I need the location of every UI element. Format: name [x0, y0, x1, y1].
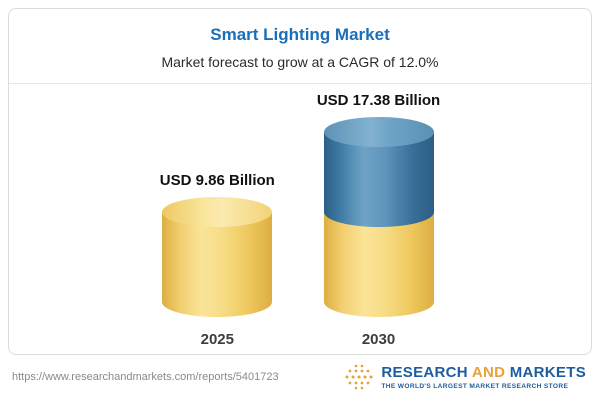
globe-dots-icon: [345, 364, 373, 390]
brand-name: RESEARCH AND MARKETS: [381, 364, 586, 381]
axis-label-2025: 2025: [200, 331, 234, 348]
bar-cylinder-2025: [162, 197, 273, 317]
brand-text: RESEARCH AND MARKETS THE WORLD'S LARGEST…: [381, 364, 586, 390]
bar-value-label-2025: USD 9.86 Billion: [159, 172, 275, 189]
bar-segment-2025-base: [162, 212, 273, 317]
chart-subtitle: Market forecast to grow at a CAGR of 12.…: [161, 54, 439, 70]
brand-name-research: RESEARCH: [381, 364, 468, 381]
brand-name-and: AND: [471, 364, 506, 381]
footer: https://www.researchandmarkets.com/repor…: [8, 355, 592, 399]
cylinder-cap-2025: [162, 197, 273, 227]
bar-segment-2030-base: [323, 212, 434, 317]
cylinder-cap-2030: [323, 117, 434, 147]
report-url[interactable]: https://www.researchandmarkets.com/repor…: [12, 371, 279, 383]
brand-logo: RESEARCH AND MARKETS THE WORLD'S LARGEST…: [344, 362, 586, 392]
bar-value-label-2030: USD 17.38 Billion: [316, 92, 441, 109]
bar-cylinder-2030: [323, 117, 434, 317]
bar-group-2030: USD 17.38 Billion 2030: [317, 92, 440, 348]
bar-segment-2030-growth: [323, 132, 434, 227]
brand-tagline: THE WORLD'S LARGEST MARKET RESEARCH STOR…: [381, 383, 569, 390]
header-divider: [9, 83, 591, 84]
brand-name-markets: MARKETS: [509, 364, 586, 381]
bar-chart: USD 9.86 Billion 2025 USD 17.38 Billion …: [9, 86, 591, 348]
chart-card: Smart Lighting Market Market forecast to…: [8, 8, 592, 355]
bar-group-2025: USD 9.86 Billion 2025: [160, 172, 275, 348]
axis-label-2030: 2030: [361, 331, 396, 348]
chart-title: Smart Lighting Market: [210, 25, 390, 44]
